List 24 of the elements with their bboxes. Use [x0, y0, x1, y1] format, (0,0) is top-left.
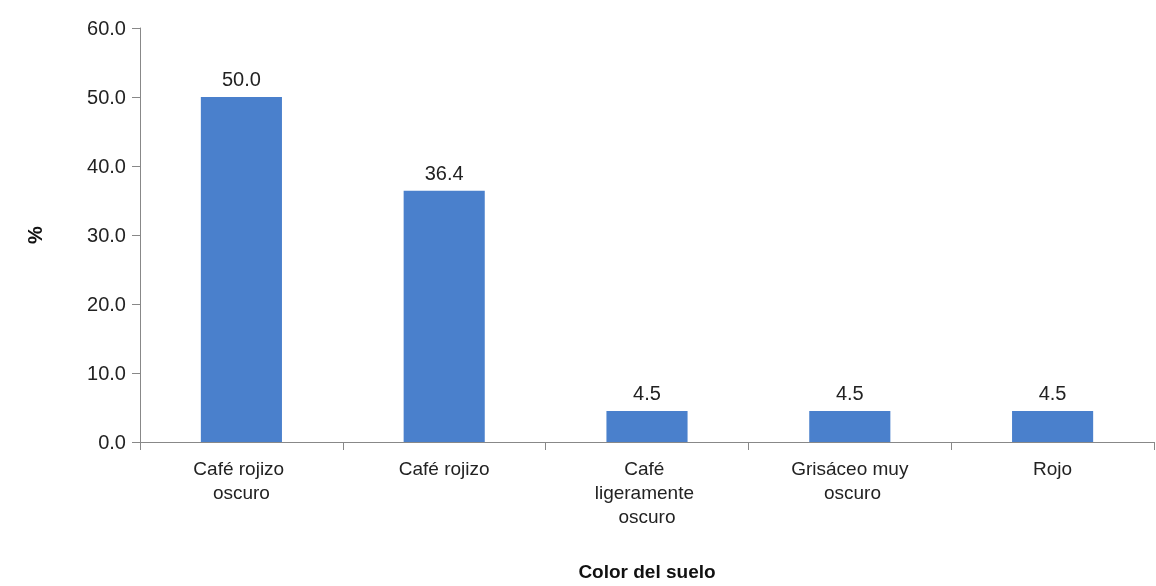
- y-tick-label: 40.0: [87, 155, 126, 177]
- data-label: 4.5: [633, 381, 661, 404]
- y-tick-label: 60.0: [87, 17, 126, 39]
- x-tick-label: Rojo: [1033, 457, 1073, 479]
- y-tick-label: 10.0: [87, 362, 126, 384]
- y-axis-title: %: [24, 225, 46, 244]
- bar: [606, 410, 688, 442]
- x-tick-label: Café ligeramente oscuro: [594, 457, 700, 527]
- y-tick-label: 20.0: [87, 293, 126, 315]
- x-tick-label: Grisáceo muy oscuro: [791, 457, 909, 503]
- x-axis-title: Color del suelo: [578, 561, 716, 582]
- bar: [1012, 410, 1094, 442]
- y-tick-label: 0.0: [98, 431, 126, 453]
- data-label: 36.4: [424, 161, 464, 184]
- bar: [403, 190, 485, 442]
- data-label: 4.5: [835, 381, 864, 404]
- bar: [200, 97, 282, 442]
- y-tick-label: 50.0: [87, 86, 126, 108]
- bar: [809, 410, 891, 442]
- x-tick-label: Café rojizo: [398, 457, 490, 479]
- x-tick-label: Café rojizo oscuro: [193, 457, 290, 503]
- y-tick-label: 30.0: [87, 224, 126, 246]
- data-label: 4.5: [1038, 381, 1067, 404]
- data-label: 50.0: [221, 68, 261, 90]
